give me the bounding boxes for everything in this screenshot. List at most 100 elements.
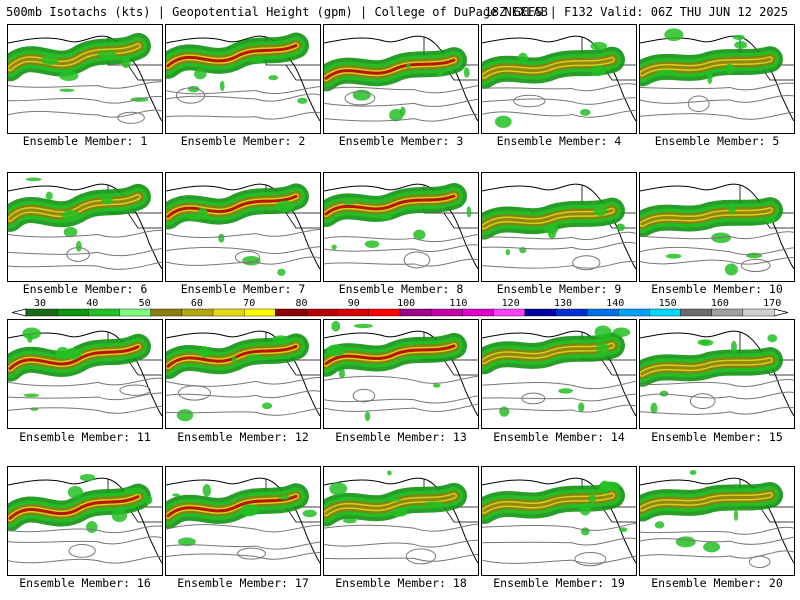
isotach-colorbar: 30 40 50 60 70 80 90 100 110 120 130 140 150 160 170 [11, 297, 789, 319]
isotach-blob [675, 536, 696, 548]
height-contour [482, 97, 636, 105]
height-contour [8, 109, 162, 118]
ensemble-map-panel [165, 24, 321, 134]
isotach-blob [111, 509, 128, 523]
isotach-blob [732, 34, 745, 40]
height-contour [8, 95, 162, 104]
ensemble-member-caption: Ensemble Member: 13 [335, 430, 467, 444]
ensemble-member-caption: Ensemble Member: 12 [177, 430, 309, 444]
ensemble-member-caption: Ensemble Member: 9 [496, 282, 622, 296]
isotach-blob [517, 52, 528, 65]
colorbar-tick-label: 70 [243, 298, 255, 309]
isotach-blob [251, 57, 264, 64]
isotach-band [640, 57, 772, 75]
isotach-blob [25, 177, 42, 182]
height-contour [8, 377, 162, 387]
height-contour [482, 380, 636, 390]
isotach-blob [656, 69, 676, 75]
ensemble-member-caption: Ensemble Member: 19 [493, 576, 625, 590]
height-contour [640, 257, 794, 265]
isotach-band [166, 194, 298, 218]
height-contour [640, 536, 794, 545]
isotach-blob [387, 470, 392, 476]
isotach-blob [618, 527, 628, 533]
isotach-band [8, 495, 140, 520]
ensemble-map-panel [165, 319, 321, 429]
colorbar-tick-label: 170 [763, 298, 781, 309]
height-contour [324, 98, 478, 107]
isotach-blob [64, 347, 82, 360]
isotach-blob [231, 355, 237, 364]
isotach-band [324, 58, 456, 80]
isotach-band [482, 58, 614, 78]
height-contour-closed [175, 87, 206, 104]
ensemble-map-panel [639, 319, 795, 429]
height-contour [166, 246, 320, 254]
height-contour [8, 405, 162, 414]
isotach-blob [59, 88, 75, 92]
isotach-blob [177, 537, 196, 547]
isotach-blob [331, 244, 337, 250]
isotach-blob [600, 481, 621, 491]
height-contour-closed [117, 111, 145, 124]
colorbar-swatch [586, 308, 619, 317]
colorbar-swatch [680, 308, 713, 317]
isotach-blob [654, 521, 665, 529]
isotach-blob [145, 495, 153, 505]
isotach-blob [202, 484, 212, 497]
height-contour [324, 233, 478, 243]
colorbar-tick-label: 30 [34, 298, 46, 309]
isotach-blob [659, 390, 669, 397]
ensemble-map-panel [323, 172, 479, 282]
height-contour-closed [513, 94, 546, 108]
isotach-blob [728, 202, 736, 215]
colorbar-swatch [462, 308, 495, 317]
coastline [640, 330, 794, 417]
isotach-band [8, 195, 140, 221]
ensemble-map-panel [323, 319, 479, 429]
ensemble-map-panel [323, 24, 479, 134]
colorbar-tick-label: 110 [449, 298, 467, 309]
ensemble-member-caption: Ensemble Member: 4 [496, 134, 622, 148]
isotach-blob [689, 469, 697, 476]
height-contour [166, 390, 320, 399]
height-contour [166, 111, 320, 120]
height-contour-closed [403, 251, 431, 269]
colorbar-swatch [88, 308, 121, 317]
height-contour-closed [572, 255, 601, 271]
ensemble-member-caption: Ensemble Member: 14 [493, 430, 625, 444]
isotach-blob [432, 383, 441, 388]
isotach-blob [55, 346, 70, 360]
colorbar-swatch [399, 308, 432, 317]
isotach-blob [612, 327, 631, 337]
isotach-blob [329, 482, 348, 496]
map-canvas [166, 330, 320, 422]
isotach-blob [725, 63, 734, 75]
height-contour-closed [689, 393, 716, 410]
colorbar-swatch [649, 308, 681, 317]
height-contour-closed [68, 543, 96, 558]
height-contour-closed [178, 385, 211, 401]
isotach-band [166, 494, 298, 518]
ensemble-map-panel [639, 24, 795, 134]
ensemble-member-caption: Ensemble Member: 5 [654, 134, 780, 148]
ensemble-member-caption: Ensemble Member: 3 [338, 134, 464, 148]
height-contour [324, 553, 478, 562]
colorbar-tick-label: 40 [86, 298, 98, 309]
colorbar-swatch [25, 308, 58, 317]
isotach-blob [302, 509, 317, 518]
colorbar-tick-label: 80 [295, 298, 307, 309]
isotach-blob [730, 340, 737, 354]
isotach-blob [579, 108, 591, 116]
isotach-blob [268, 75, 279, 81]
map-canvas [8, 327, 162, 417]
ensemble-map-panel [481, 24, 637, 134]
colorbar-tick-label: 150 [659, 298, 677, 309]
isotach-blob [544, 224, 559, 235]
isotach-blob [664, 28, 684, 42]
isotach-blob [343, 201, 355, 206]
height-contour [482, 555, 636, 564]
height-contour [640, 406, 794, 415]
isotach-blob [40, 55, 59, 65]
isotach-blob [552, 70, 566, 74]
